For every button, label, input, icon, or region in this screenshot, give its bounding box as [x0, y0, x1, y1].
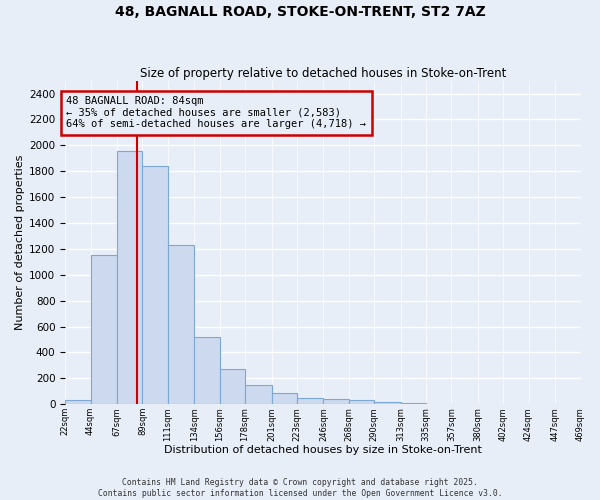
Bar [194, 337, 220, 404]
Bar [245, 385, 272, 404]
Bar [323, 399, 349, 404]
Bar [374, 402, 401, 404]
Text: 48, BAGNALL ROAD, STOKE-ON-TRENT, ST2 7AZ: 48, BAGNALL ROAD, STOKE-ON-TRENT, ST2 7A… [115, 5, 485, 19]
Bar [401, 403, 426, 404]
X-axis label: Distribution of detached houses by size in Stoke-on-Trent: Distribution of detached houses by size … [164, 445, 482, 455]
Bar [349, 400, 374, 404]
Bar [91, 256, 117, 404]
Bar [168, 245, 194, 404]
Bar [272, 392, 297, 404]
Title: Size of property relative to detached houses in Stoke-on-Trent: Size of property relative to detached ho… [140, 66, 506, 80]
Bar [65, 400, 91, 404]
Bar [117, 150, 142, 404]
Bar [142, 166, 168, 404]
Bar [297, 398, 323, 404]
Text: Contains HM Land Registry data © Crown copyright and database right 2025.
Contai: Contains HM Land Registry data © Crown c… [98, 478, 502, 498]
Y-axis label: Number of detached properties: Number of detached properties [15, 154, 25, 330]
Bar [220, 368, 245, 404]
Text: 48 BAGNALL ROAD: 84sqm
← 35% of detached houses are smaller (2,583)
64% of semi-: 48 BAGNALL ROAD: 84sqm ← 35% of detached… [66, 96, 366, 130]
